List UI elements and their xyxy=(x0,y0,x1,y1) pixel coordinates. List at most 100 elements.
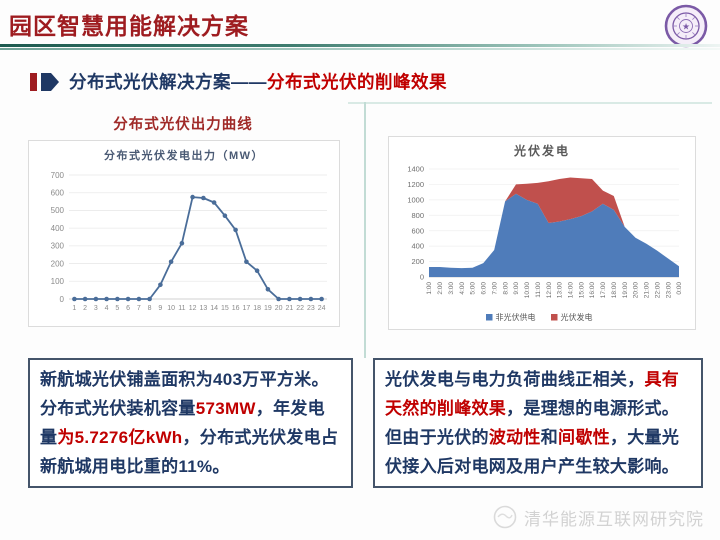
summary-textbox-right: 光伏发电与电力负荷曲线正相关，具有天然的削峰效果，是理想的电源形式。但由于光伏的… xyxy=(373,358,703,488)
svg-text:23: 23 xyxy=(307,305,315,312)
university-seal-icon: ★ xyxy=(664,4,708,48)
svg-text:0: 0 xyxy=(420,273,424,282)
header-divider-dark xyxy=(0,44,720,47)
text-segment: ，分布式光伏发电占新航城用电比重的11%。 xyxy=(40,428,339,476)
text-segment: ，是理想的电源形式。但由于光伏的 xyxy=(385,399,680,447)
svg-text:光伏发电: 光伏发电 xyxy=(561,312,593,322)
section-title-highlight: 分布式光伏的削峰效果 xyxy=(267,72,447,92)
svg-text:5: 5 xyxy=(115,305,119,312)
y-axis: 0 100 200 300 400 500 600 700 xyxy=(51,171,327,304)
text-segment: 为5.7276亿kWh xyxy=(57,428,183,447)
svg-text:500: 500 xyxy=(51,206,65,215)
text-segment: 光伏发电与电力负荷曲线正相关， xyxy=(385,370,645,389)
series-non-pv-area xyxy=(429,193,679,277)
svg-text:400: 400 xyxy=(51,224,65,233)
svg-text:300: 300 xyxy=(51,242,65,251)
svg-text:非光伏供电: 非光伏供电 xyxy=(496,312,536,322)
svg-text:4: 4 xyxy=(105,305,109,312)
svg-text:19: 19 xyxy=(264,305,272,312)
svg-text:1000: 1000 xyxy=(407,195,424,204)
svg-text:16: 16 xyxy=(232,305,240,312)
x-axis: 1:00 2:00 3:00 4:00 5:00 6:00 7:00 8:00 9:00 10:0… xyxy=(426,282,683,299)
svg-text:0: 0 xyxy=(60,295,65,304)
svg-text:20:00: 20:00 xyxy=(633,282,640,299)
line-series xyxy=(74,196,322,300)
svg-text:11: 11 xyxy=(178,305,185,312)
svg-text:15: 15 xyxy=(221,305,229,312)
svg-text:7:00: 7:00 xyxy=(491,282,498,295)
text-segment: 新航城光伏铺盖面积为403万平方米。分布式光伏装机容量 xyxy=(40,370,329,418)
svg-text:9:00: 9:00 xyxy=(513,282,520,295)
svg-text:400: 400 xyxy=(411,242,424,251)
x-axis: 1 2 3 4 5 6 7 8 9 10 11 12 13 14 15 16 17 18 19 20 21 22 23 24 xyxy=(72,305,325,312)
legend: 非光伏供电 光伏发电 xyxy=(486,312,593,322)
svg-text:1400: 1400 xyxy=(407,165,424,174)
svg-text:7: 7 xyxy=(137,305,141,312)
page-title: 园区智慧用能解决方案 xyxy=(9,13,249,39)
svg-text:23:00: 23:00 xyxy=(665,282,672,299)
svg-text:18: 18 xyxy=(253,305,261,312)
svg-text:15:00: 15:00 xyxy=(578,282,585,299)
svg-text:★: ★ xyxy=(682,22,690,32)
chart-title: 光伏发电 xyxy=(513,143,570,158)
footer: 清华能源互联网研究院 xyxy=(492,504,704,530)
frame-line-horizontal xyxy=(348,102,712,104)
svg-text:600: 600 xyxy=(51,189,65,198)
section-title-prefix: 分布式光伏解决方案—— xyxy=(69,72,267,92)
svg-text:17: 17 xyxy=(242,305,250,312)
svg-text:6:00: 6:00 xyxy=(481,282,488,295)
svg-text:200: 200 xyxy=(51,259,65,268)
svg-text:1:00: 1:00 xyxy=(426,282,433,295)
text-segment: 和 xyxy=(540,428,559,447)
svg-text:14:00: 14:00 xyxy=(568,282,575,299)
svg-text:22:00: 22:00 xyxy=(655,282,662,299)
summary-textbox-left: 新航城光伏铺盖面积为403万平方米。分布式光伏装机容量573MW，年发电量为5.… xyxy=(28,358,353,488)
left-chart-caption: 分布式光伏出力曲线 xyxy=(113,117,253,133)
svg-text:0:00: 0:00 xyxy=(676,282,683,295)
text-segment: 波动性 xyxy=(488,428,541,447)
svg-text:19:00: 19:00 xyxy=(622,282,629,299)
svg-text:13:00: 13:00 xyxy=(557,282,564,299)
svg-text:6: 6 xyxy=(126,305,130,312)
svg-text:24: 24 xyxy=(318,305,326,312)
pv-output-chart: 0 100 200 300 400 500 600 700 1 2 3 4 5 6 7 8 9 10 11 12 13 1… xyxy=(28,140,340,327)
svg-text:10: 10 xyxy=(167,305,175,312)
svg-text:12: 12 xyxy=(189,305,197,312)
svg-text:8:00: 8:00 xyxy=(502,282,509,295)
svg-text:1200: 1200 xyxy=(407,180,424,189)
svg-text:3:00: 3:00 xyxy=(448,282,455,295)
institute-logo-icon xyxy=(493,505,517,529)
text-segment: 573MW xyxy=(195,399,256,418)
text-segment: ，大量光伏接入后对电网及用户产生较大影响。 xyxy=(385,428,680,476)
svg-text:21: 21 xyxy=(285,305,293,312)
svg-text:14: 14 xyxy=(210,305,218,312)
section-bullet-icon xyxy=(30,72,59,91)
svg-text:9: 9 xyxy=(158,305,162,312)
svg-text:11:00: 11:00 xyxy=(535,282,542,298)
svg-text:1: 1 xyxy=(72,305,76,312)
text-segment: 间歇性 xyxy=(558,428,610,447)
svg-text:8: 8 xyxy=(148,305,152,312)
svg-text:22: 22 xyxy=(296,305,304,312)
svg-text:20: 20 xyxy=(275,305,283,312)
pv-generation-chart-svg: 0 200 400 600 800 1000 1200 1400 1:00 2:00 3:00 4:0… xyxy=(407,143,683,322)
svg-text:5:00: 5:00 xyxy=(470,282,477,295)
svg-text:600: 600 xyxy=(411,226,424,235)
svg-text:3: 3 xyxy=(94,305,98,312)
svg-text:100: 100 xyxy=(51,277,65,286)
text-segment: ，年发电量 xyxy=(40,399,325,447)
svg-text:4:00: 4:00 xyxy=(459,282,466,295)
svg-text:700: 700 xyxy=(51,171,65,180)
svg-text:12:00: 12:00 xyxy=(546,282,553,299)
section-header: 分布式光伏解决方案——分布式光伏的削峰效果 xyxy=(30,69,447,94)
svg-text:17:00: 17:00 xyxy=(600,282,607,299)
line-markers xyxy=(72,194,324,302)
series-pv-area xyxy=(429,177,679,269)
svg-text:800: 800 xyxy=(411,211,424,220)
institute-name: 清华能源互联网研究院 xyxy=(524,509,704,529)
section-title: 分布式光伏解决方案——分布式光伏的削峰效果 xyxy=(69,69,447,94)
svg-text:10:00: 10:00 xyxy=(524,282,531,299)
svg-text:21:00: 21:00 xyxy=(644,282,651,299)
